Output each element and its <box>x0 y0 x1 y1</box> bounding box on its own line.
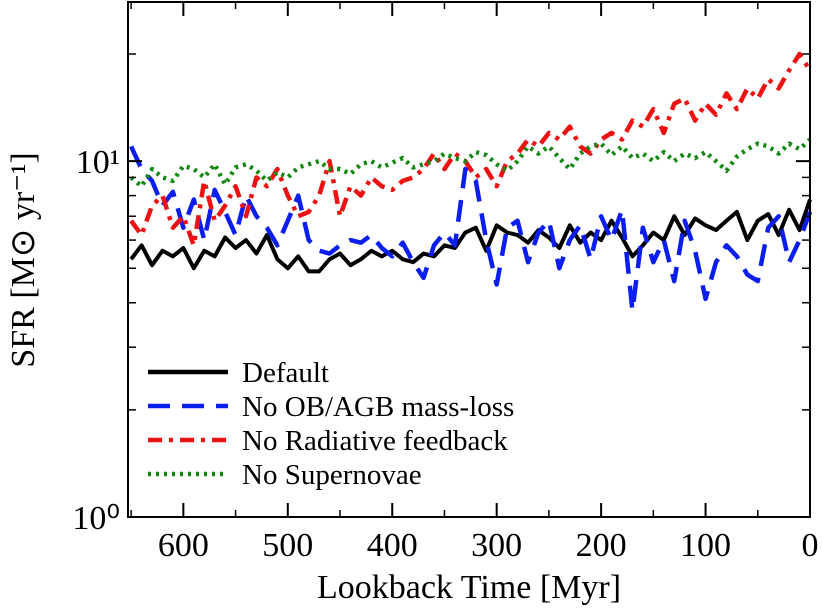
legend-label: No Supernovae <box>242 459 422 491</box>
x-tick-label: 400 <box>367 527 418 564</box>
legend-label: No Radiative feedback <box>242 425 508 457</box>
y-axis-label: SFR [M⊙ yr⁻¹] <box>5 152 42 367</box>
x-tick-label: 0 <box>802 527 819 564</box>
x-tick-label: 600 <box>158 527 209 564</box>
series-line <box>129 51 812 248</box>
x-tick-label: 100 <box>680 527 731 564</box>
x-tick-label: 200 <box>576 527 627 564</box>
x-tick-label: 300 <box>471 527 522 564</box>
legend-label: No OB/AGB mass-loss <box>242 391 514 423</box>
series-line <box>129 137 812 189</box>
y-tick-label: 10⁰ <box>72 500 120 537</box>
plot-frame <box>127 1 811 518</box>
x-axis-label: Lookback Time [Myr] <box>317 569 621 606</box>
y-tick-label: 10¹ <box>76 144 120 181</box>
x-tick-label: 500 <box>262 527 313 564</box>
series-line <box>129 145 813 313</box>
series-line <box>129 198 812 274</box>
legend-label: Default <box>242 357 329 389</box>
